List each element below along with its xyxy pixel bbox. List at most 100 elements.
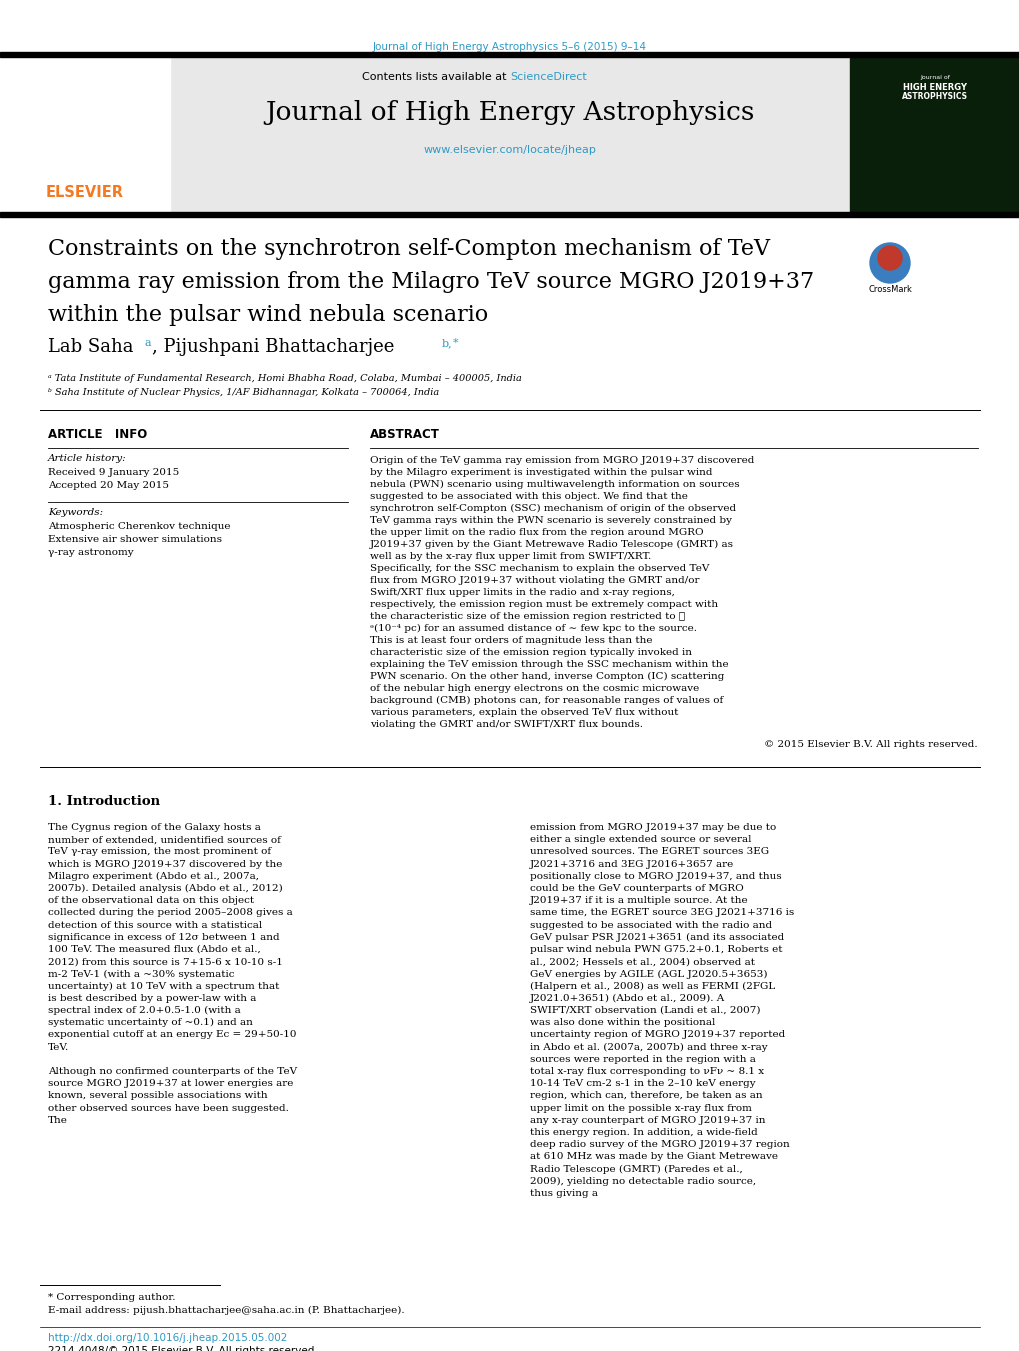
Text: 2007b). Detailed analysis (Abdo et al., 2012): 2007b). Detailed analysis (Abdo et al., … bbox=[48, 884, 282, 893]
Text: of the nebular high energy electrons on the cosmic microwave: of the nebular high energy electrons on … bbox=[370, 684, 699, 693]
Text: Swift/XRT flux upper limits in the radio and x-ray regions,: Swift/XRT flux upper limits in the radio… bbox=[370, 588, 675, 597]
Text: Journal of High Energy Astrophysics: Journal of High Energy Astrophysics bbox=[265, 100, 754, 126]
Text: www.elsevier.com/locate/jheap: www.elsevier.com/locate/jheap bbox=[423, 145, 596, 155]
Text: which is MGRO J2019+37 discovered by the: which is MGRO J2019+37 discovered by the bbox=[48, 859, 282, 869]
Bar bbox=[0, 212, 1019, 218]
Text: at 610 MHz was made by the Giant Metrewave: at 610 MHz was made by the Giant Metrewa… bbox=[530, 1152, 777, 1162]
Text: CrossMark: CrossMark bbox=[867, 285, 911, 295]
Text: ᵃ Tata Institute of Fundamental Research, Homi Bhabha Road, Colaba, Mumbai – 400: ᵃ Tata Institute of Fundamental Research… bbox=[48, 374, 522, 382]
Text: any x-ray counterpart of MGRO J2019+37 in: any x-ray counterpart of MGRO J2019+37 i… bbox=[530, 1116, 764, 1125]
Text: The: The bbox=[48, 1116, 68, 1125]
Text: ABSTRACT: ABSTRACT bbox=[370, 428, 439, 440]
Text: PWN scenario. On the other hand, inverse Compton (IC) scattering: PWN scenario. On the other hand, inverse… bbox=[370, 671, 723, 681]
Text: respectively, the emission region must be extremely compact with: respectively, the emission region must b… bbox=[370, 600, 717, 609]
Text: ELSEVIER: ELSEVIER bbox=[46, 185, 124, 200]
Text: violating the GMRT and/or SWIFT/XRT flux bounds.: violating the GMRT and/or SWIFT/XRT flux… bbox=[370, 720, 642, 730]
Text: Journal of: Journal of bbox=[919, 76, 949, 80]
Bar bbox=[170, 57, 849, 212]
Text: m-2 TeV-1 (with a ~30% systematic: m-2 TeV-1 (with a ~30% systematic bbox=[48, 970, 234, 978]
Text: 2012) from this source is 7+15-6 x 10-10 s-1: 2012) from this source is 7+15-6 x 10-10… bbox=[48, 958, 282, 966]
Text: 2009), yielding no detectable radio source,: 2009), yielding no detectable radio sour… bbox=[530, 1177, 755, 1186]
Text: unresolved sources. The EGRET sources 3EG: unresolved sources. The EGRET sources 3E… bbox=[530, 847, 768, 857]
Text: http://dx.doi.org/10.1016/j.jheap.2015.05.002: http://dx.doi.org/10.1016/j.jheap.2015.0… bbox=[48, 1333, 287, 1343]
Text: source MGRO J2019+37 at lower energies are: source MGRO J2019+37 at lower energies a… bbox=[48, 1079, 293, 1088]
Text: significance in excess of 12σ between 1 and: significance in excess of 12σ between 1 … bbox=[48, 932, 279, 942]
Text: background (CMB) photons can, for reasonable ranges of values of: background (CMB) photons can, for reason… bbox=[370, 696, 722, 705]
Text: Extensive air shower simulations: Extensive air shower simulations bbox=[48, 535, 222, 544]
Circle shape bbox=[869, 243, 909, 282]
Text: b,: b, bbox=[441, 338, 452, 349]
Text: spectral index of 2.0+0.5-1.0 (with a: spectral index of 2.0+0.5-1.0 (with a bbox=[48, 1006, 240, 1015]
Text: Although no confirmed counterparts of the TeV: Although no confirmed counterparts of th… bbox=[48, 1067, 297, 1075]
Text: flux from MGRO J2019+37 without violating the GMRT and/or: flux from MGRO J2019+37 without violatin… bbox=[370, 576, 699, 585]
Text: was also done within the positional: was also done within the positional bbox=[530, 1019, 714, 1027]
Bar bbox=[0, 51, 1019, 57]
Text: the characteristic size of the emission region restricted to ≲: the characteristic size of the emission … bbox=[370, 612, 685, 621]
Text: emission from MGRO J2019+37 may be due to: emission from MGRO J2019+37 may be due t… bbox=[530, 823, 775, 832]
Text: various parameters, explain the observed TeV flux without: various parameters, explain the observed… bbox=[370, 708, 678, 717]
Text: uncertainty region of MGRO J2019+37 reported: uncertainty region of MGRO J2019+37 repo… bbox=[530, 1031, 785, 1039]
Text: Constraints on the synchrotron self-Compton mechanism of TeV: Constraints on the synchrotron self-Comp… bbox=[48, 238, 769, 259]
Text: 1. Introduction: 1. Introduction bbox=[48, 794, 160, 808]
Text: number of extended, unidentified sources of: number of extended, unidentified sources… bbox=[48, 835, 280, 844]
Text: synchrotron self-Compton (SSC) mechanism of origin of the observed: synchrotron self-Compton (SSC) mechanism… bbox=[370, 504, 736, 513]
Text: J2019+37 given by the Giant Metrewave Radio Telescope (GMRT) as: J2019+37 given by the Giant Metrewave Ra… bbox=[370, 540, 734, 549]
Text: 100 TeV. The measured flux (Abdo et al.,: 100 TeV. The measured flux (Abdo et al., bbox=[48, 944, 261, 954]
Text: Origin of the TeV gamma ray emission from MGRO J2019+37 discovered: Origin of the TeV gamma ray emission fro… bbox=[370, 457, 754, 465]
Text: (Halpern et al., 2008) as well as FERMI (2FGL: (Halpern et al., 2008) as well as FERMI … bbox=[530, 982, 774, 990]
Text: Specifically, for the SSC mechanism to explain the observed TeV: Specifically, for the SSC mechanism to e… bbox=[370, 563, 708, 573]
Text: al., 2002; Hessels et al., 2004) observed at: al., 2002; Hessels et al., 2004) observe… bbox=[530, 958, 754, 966]
Text: J2021+3716 and 3EG J2016+3657 are: J2021+3716 and 3EG J2016+3657 are bbox=[530, 859, 734, 869]
Text: suggested to be associated with the radio and: suggested to be associated with the radi… bbox=[530, 920, 771, 929]
Text: , Pijushpani Bhattacharjee: , Pijushpani Bhattacharjee bbox=[152, 338, 394, 357]
Text: Received 9 January 2015: Received 9 January 2015 bbox=[48, 467, 179, 477]
Text: Article history:: Article history: bbox=[48, 454, 126, 463]
Text: systematic uncertainty of ~0.1) and an: systematic uncertainty of ~0.1) and an bbox=[48, 1019, 253, 1027]
Text: This is at least four orders of magnitude less than the: This is at least four orders of magnitud… bbox=[370, 636, 652, 644]
Text: J2019+37 if it is a multiple source. At the: J2019+37 if it is a multiple source. At … bbox=[530, 896, 748, 905]
Text: total x-ray flux corresponding to νFν ~ 8.1 x: total x-ray flux corresponding to νFν ~ … bbox=[530, 1067, 763, 1075]
Text: the upper limit on the radio flux from the region around MGRO: the upper limit on the radio flux from t… bbox=[370, 528, 703, 536]
Text: E-mail address: pijush.bhattacharjee@saha.ac.in (P. Bhattacharjee).: E-mail address: pijush.bhattacharjee@sah… bbox=[48, 1306, 405, 1315]
Text: uncertainty) at 10 TeV with a spectrum that: uncertainty) at 10 TeV with a spectrum t… bbox=[48, 982, 279, 990]
Text: ᵊ(10⁻⁴ pc) for an assumed distance of ∼ few kpc to the source.: ᵊ(10⁻⁴ pc) for an assumed distance of ∼ … bbox=[370, 624, 696, 634]
Text: upper limit on the possible x-ray flux from: upper limit on the possible x-ray flux f… bbox=[530, 1104, 751, 1113]
Text: Milagro experiment (Abdo et al., 2007a,: Milagro experiment (Abdo et al., 2007a, bbox=[48, 871, 259, 881]
Text: TeV.: TeV. bbox=[48, 1043, 69, 1051]
Text: known, several possible associations with: known, several possible associations wit… bbox=[48, 1092, 267, 1101]
Text: same time, the EGRET source 3EG J2021+3716 is: same time, the EGRET source 3EG J2021+37… bbox=[530, 908, 794, 917]
Text: Accepted 20 May 2015: Accepted 20 May 2015 bbox=[48, 481, 169, 490]
Text: within the pulsar wind nebula scenario: within the pulsar wind nebula scenario bbox=[48, 304, 488, 326]
Text: TeV gamma rays within the PWN scenario is severely constrained by: TeV gamma rays within the PWN scenario i… bbox=[370, 516, 732, 526]
Text: other observed sources have been suggested.: other observed sources have been suggest… bbox=[48, 1104, 288, 1113]
Text: GeV pulsar PSR J2021+3651 (and its associated: GeV pulsar PSR J2021+3651 (and its assoc… bbox=[530, 932, 784, 942]
Text: J2021.0+3651) (Abdo et al., 2009). A: J2021.0+3651) (Abdo et al., 2009). A bbox=[530, 994, 725, 1002]
Text: deep radio survey of the MGRO J2019+37 region: deep radio survey of the MGRO J2019+37 r… bbox=[530, 1140, 789, 1150]
Text: sources were reported in the region with a: sources were reported in the region with… bbox=[530, 1055, 755, 1063]
Text: Lab Saha: Lab Saha bbox=[48, 338, 133, 357]
Text: well as by the x-ray flux upper limit from SWIFT/XRT.: well as by the x-ray flux upper limit fr… bbox=[370, 553, 650, 561]
Text: gamma ray emission from the Milagro TeV source MGRO J2019+37: gamma ray emission from the Milagro TeV … bbox=[48, 272, 813, 293]
Text: suggested to be associated with this object. We find that the: suggested to be associated with this obj… bbox=[370, 492, 687, 501]
Text: 10-14 TeV cm-2 s-1 in the 2–10 keV energy: 10-14 TeV cm-2 s-1 in the 2–10 keV energ… bbox=[530, 1079, 755, 1088]
Text: in Abdo et al. (2007a, 2007b) and three x-ray: in Abdo et al. (2007a, 2007b) and three … bbox=[530, 1043, 767, 1051]
Text: HIGH ENERGY: HIGH ENERGY bbox=[902, 82, 966, 92]
Text: thus giving a: thus giving a bbox=[530, 1189, 597, 1198]
Text: characteristic size of the emission region typically invoked in: characteristic size of the emission regi… bbox=[370, 648, 691, 657]
Text: 2214-4048/© 2015 Elsevier B.V. All rights reserved.: 2214-4048/© 2015 Elsevier B.V. All right… bbox=[48, 1346, 318, 1351]
Text: Atmospheric Cherenkov technique: Atmospheric Cherenkov technique bbox=[48, 521, 230, 531]
Text: ASTROPHYSICS: ASTROPHYSICS bbox=[901, 92, 967, 101]
Text: either a single extended source or several: either a single extended source or sever… bbox=[530, 835, 751, 844]
Text: region, which can, therefore, be taken as an: region, which can, therefore, be taken a… bbox=[530, 1092, 762, 1101]
Text: Journal of High Energy Astrophysics 5–6 (2015) 9–14: Journal of High Energy Astrophysics 5–6 … bbox=[373, 42, 646, 51]
Text: is best described by a power-law with a: is best described by a power-law with a bbox=[48, 994, 256, 1002]
Text: a: a bbox=[145, 338, 152, 349]
Bar bbox=[0, 57, 170, 212]
Text: collected during the period 2005–2008 gives a: collected during the period 2005–2008 gi… bbox=[48, 908, 292, 917]
Text: by the Milagro experiment is investigated within the pulsar wind: by the Milagro experiment is investigate… bbox=[370, 467, 712, 477]
Text: of the observational data on this object: of the observational data on this object bbox=[48, 896, 254, 905]
Circle shape bbox=[877, 246, 901, 270]
Text: ScienceDirect: ScienceDirect bbox=[510, 72, 586, 82]
Text: nebula (PWN) scenario using multiwavelength information on sources: nebula (PWN) scenario using multiwavelen… bbox=[370, 480, 739, 489]
Text: explaining the TeV emission through the SSC mechanism within the: explaining the TeV emission through the … bbox=[370, 661, 728, 669]
